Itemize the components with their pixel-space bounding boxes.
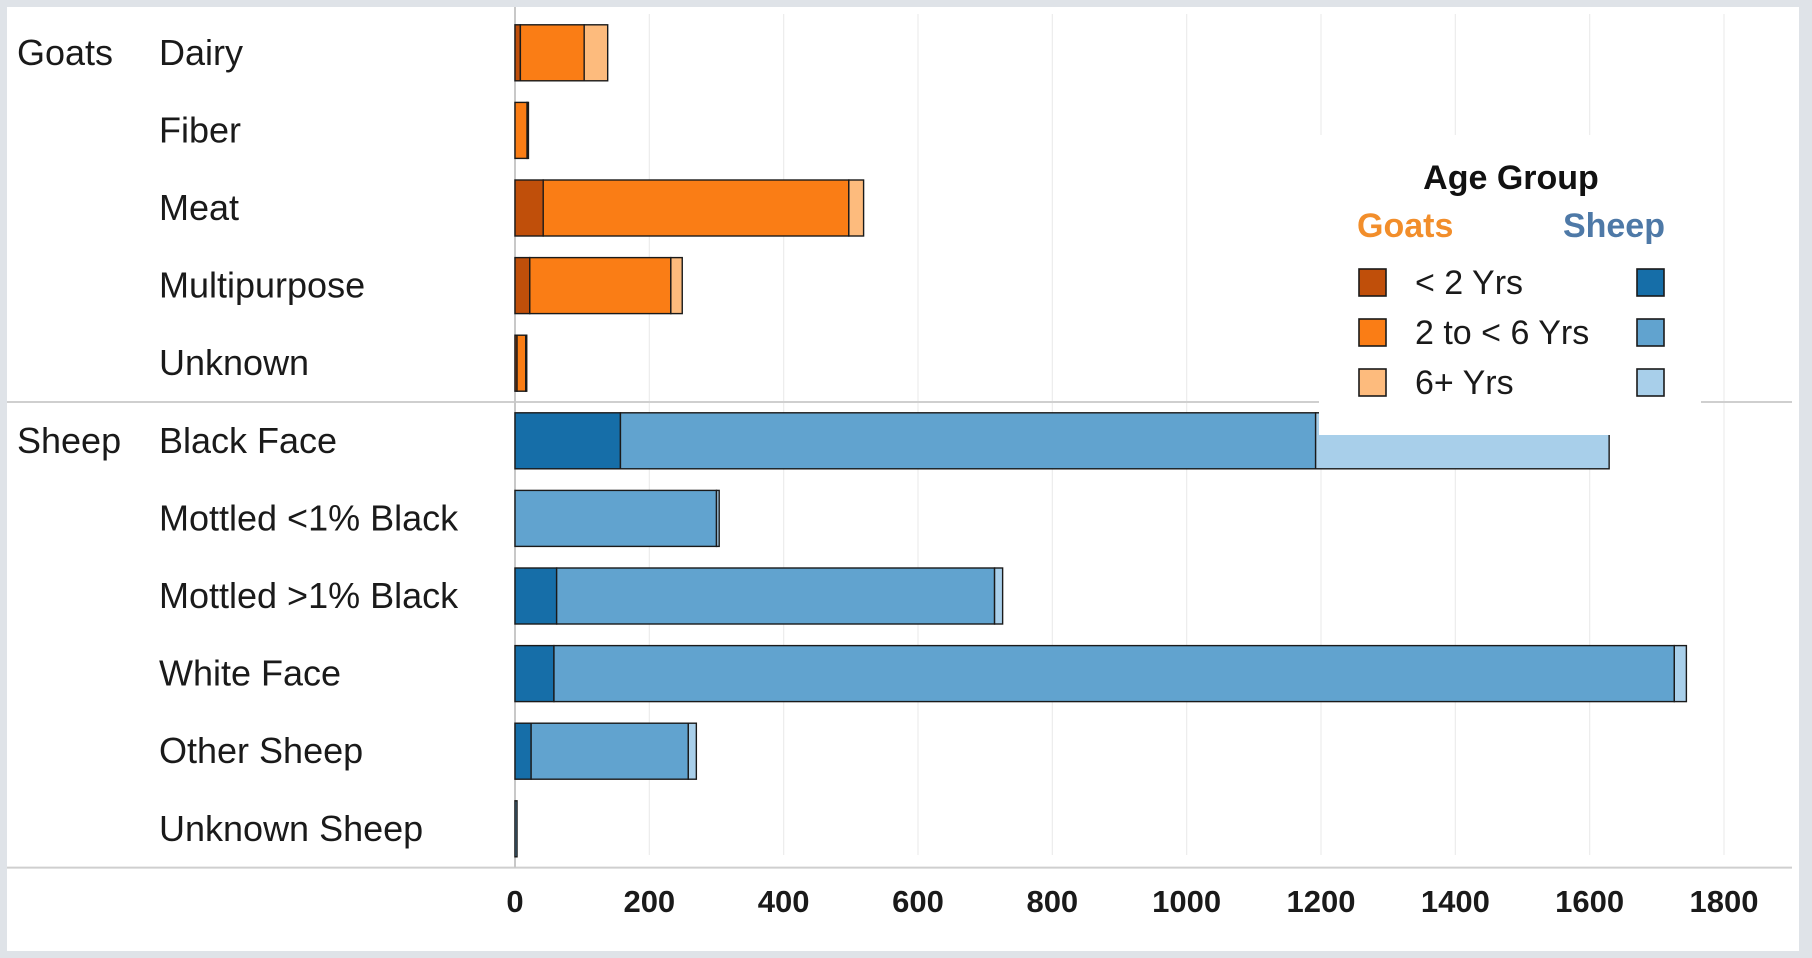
x-tick-label: 800	[1026, 884, 1078, 919]
category-label-other-sheep: Other Sheep	[159, 730, 363, 771]
bar-goats-dairy-2-to-6-yrs	[519, 24, 585, 82]
x-axis-ticks: 0 200 400 600 800 1000 1200 1400 1600 1800	[506, 884, 1758, 919]
bar-sheep-mottled-1-black-2-to-6-yrs	[555, 567, 996, 625]
category-label-meat: Meat	[159, 187, 239, 228]
legend-items: < 2 Yrs 2 to < 6 Yrs 6+ Yrs	[1358, 264, 1665, 402]
category-label-white-face: White Face	[159, 653, 341, 694]
chart-panel: Goats Dairy Fiber Meat Multipurpose Unknown Sh…	[7, 7, 1799, 951]
bar-sheep-unknown-sheep-2-to-6-yrs	[514, 800, 518, 858]
legend-item-label: < 2 Yrs	[1415, 264, 1523, 302]
category-label-unknown: Unknown	[159, 342, 309, 383]
category-label-mottled-1-black: Mottled >1% Black	[159, 575, 459, 616]
category-label-unknown-sheep: Unknown Sheep	[159, 808, 423, 849]
category-label-dairy: Dairy	[159, 32, 243, 73]
bar-goats-unknown-6-yrs	[525, 334, 528, 392]
x-tick-label: 200	[623, 884, 675, 919]
legend-swatch-sheep-2-yrs	[1636, 268, 1665, 297]
bar-sheep-white-face-6-yrs	[1673, 644, 1688, 703]
bar-goats-multipurpose-2-yrs	[514, 256, 531, 315]
stacked-bar-chart: Goats Dairy Fiber Meat Multipurpose Unknown Sh…	[7, 7, 1792, 919]
legend-swatch-goats-6-yrs	[1358, 368, 1387, 397]
category-label-fiber: Fiber	[159, 109, 241, 150]
bar-goats-unknown-2-to-6-yrs	[516, 334, 527, 392]
legend: Age Group Goats Sheep < 2 Yrs 2 to < 6 Yr…	[1319, 135, 1701, 435]
bar-goats-meat-2-yrs	[514, 179, 544, 237]
bar-sheep-other-sheep-6-yrs	[687, 722, 698, 780]
category-label-mottled-1-black: Mottled <1% Black	[159, 497, 459, 538]
bar-sheep-mottled-1-black-2-yrs	[514, 567, 558, 625]
legend-swatch-sheep-2-to-6-yrs	[1636, 318, 1665, 347]
bar-sheep-other-sheep-2-yrs	[514, 722, 532, 780]
x-tick-label: 400	[758, 884, 810, 919]
legend-swatch-goats-2-yrs	[1358, 268, 1387, 297]
legend-swatch-sheep-6-yrs	[1636, 368, 1665, 397]
x-tick-label: 1200	[1287, 884, 1356, 919]
bar-goats-dairy-6-yrs	[583, 24, 609, 82]
legend-header-sheep: Sheep	[1563, 207, 1665, 245]
bar-sheep-other-sheep-2-to-6-yrs	[530, 722, 689, 780]
bar-sheep-mottled-1-black-6-yrs	[993, 567, 1004, 625]
legend-swatch-goats-2-to-6-yrs	[1358, 318, 1387, 347]
bar-goats-dairy-2-yrs	[514, 24, 522, 82]
bar-goats-fiber-6-yrs	[526, 101, 530, 160]
x-tick-label: 600	[892, 884, 944, 919]
category-label-black-face: Black Face	[159, 420, 337, 461]
bar-sheep-mottled-1-black-6-yrs	[715, 489, 720, 548]
bar-sheep-black-face-2-yrs	[514, 412, 622, 470]
group-label-sheep: Sheep	[17, 420, 121, 461]
bar-sheep-black-face-2-to-6-yrs	[619, 412, 1317, 470]
bar-goats-meat-6-yrs	[848, 179, 865, 237]
bar-sheep-white-face-2-to-6-yrs	[553, 644, 1675, 703]
x-tick-label: 1600	[1555, 884, 1624, 919]
legend-item-label: 6+ Yrs	[1415, 364, 1514, 402]
x-tick-label: 1000	[1152, 884, 1221, 919]
legend-item-label: 2 to < 6 Yrs	[1415, 314, 1589, 352]
bar-goats-multipurpose-6-yrs	[670, 256, 683, 315]
bar-goats-multipurpose-2-to-6-yrs	[529, 256, 672, 315]
bar-goats-fiber-2-to-6-yrs	[514, 101, 528, 160]
group-label-goats: Goats	[17, 32, 113, 73]
x-tick-label: 0	[506, 884, 523, 919]
category-label-multipurpose: Multipurpose	[159, 265, 365, 306]
x-tick-label: 1400	[1421, 884, 1490, 919]
row-labels: Goats Dairy Fiber Meat Multipurpose Unknown Sh…	[17, 32, 459, 849]
x-tick-label: 1800	[1690, 884, 1759, 919]
legend-header-goats: Goats	[1357, 207, 1453, 245]
legend-title: Age Group	[1423, 159, 1599, 197]
bar-goats-meat-2-to-6-yrs	[542, 179, 850, 237]
bar-sheep-mottled-1-black-2-to-6-yrs	[514, 489, 718, 548]
bar-sheep-white-face-2-yrs	[514, 644, 555, 703]
